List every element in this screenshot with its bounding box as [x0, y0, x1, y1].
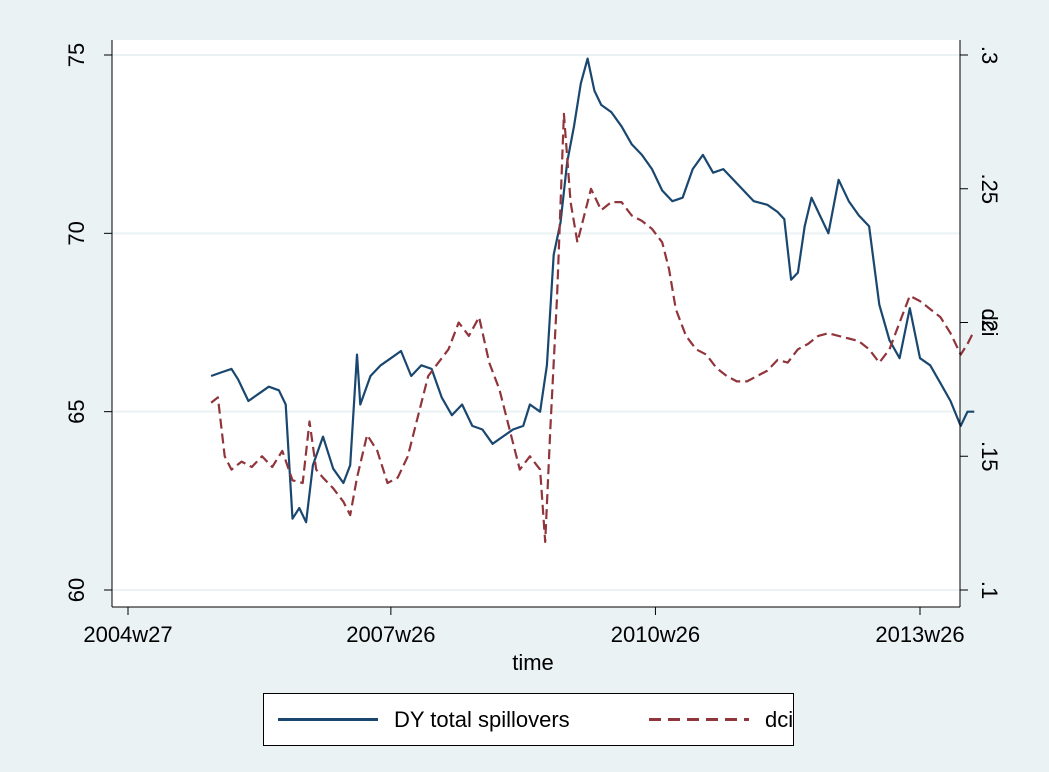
- y-right-tick-label: .3: [977, 46, 1002, 64]
- x-tick-label: 2004w27: [83, 622, 172, 647]
- plot-area: [112, 40, 960, 607]
- y-right-tick-label: .1: [977, 581, 1002, 599]
- legend-label: dci: [765, 706, 794, 732]
- gridlines: [112, 54, 960, 591]
- series-layer: [210, 57, 976, 544]
- legend-label: DY total spillovers: [394, 706, 570, 732]
- y-left-tick-label: 75: [64, 43, 89, 67]
- legend: DY total spillovers dci: [263, 693, 794, 746]
- x-tick-label: 2007w26: [346, 622, 435, 647]
- legend-swatch-dashed: [649, 718, 749, 721]
- y-right-axis-title: dci: [977, 308, 1002, 336]
- y-left-tick-label: 60: [64, 578, 89, 602]
- x-tick-label: 2013w26: [875, 622, 964, 647]
- x-axis-title: time: [512, 650, 554, 675]
- y-right-tick-label: .15: [977, 441, 1002, 472]
- legend-item-dy-total-spillovers: DY total spillovers: [278, 694, 570, 745]
- series-line-dy-total-spillovers: [210, 57, 975, 524]
- y-right-tick-label: .25: [977, 173, 1002, 204]
- y-left-tick-label: 65: [64, 399, 89, 423]
- legend-swatch-solid: [278, 718, 378, 721]
- y-left-tick-label: 70: [64, 221, 89, 245]
- axes-layer: 60 65 70 75 .1 .15 .2 .25 .3 dci 2004w27 2007w26 201…: [64, 40, 1002, 675]
- x-tick-label: 2010w26: [611, 622, 700, 647]
- y-right-tick-label: .2: [977, 313, 1002, 331]
- legend-item-dci: dci: [649, 694, 793, 745]
